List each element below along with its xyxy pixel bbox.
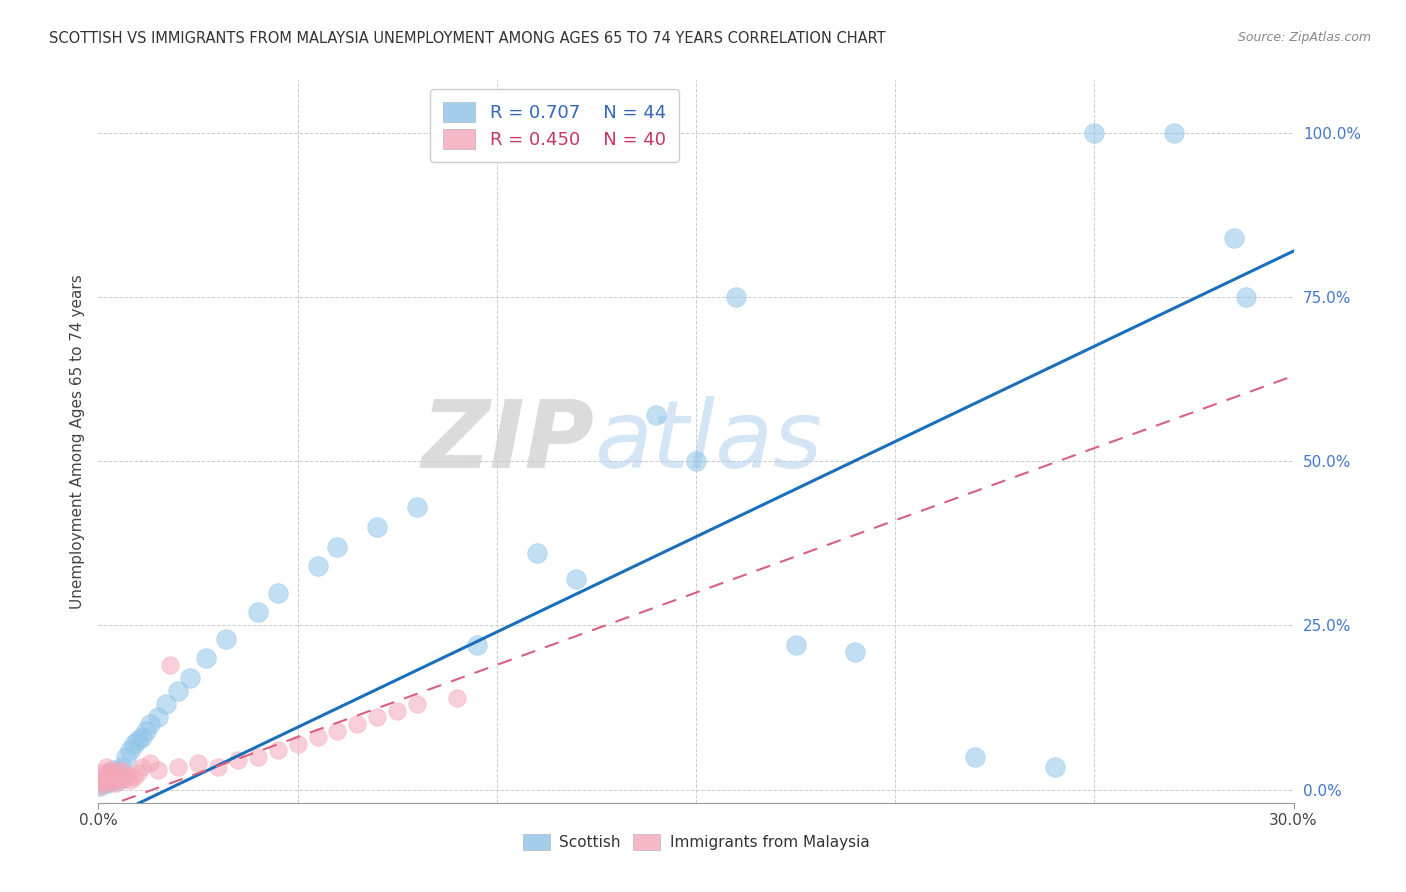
Point [111,760,134,774]
Point [93,770,115,784]
Legend: Scottish, Immigrants from Malaysia: Scottish, Immigrants from Malaysia [516,828,876,856]
Point [89,780,111,794]
Point [120,772,142,787]
Point [127,766,149,780]
Point [139,756,162,771]
Point [97,776,120,790]
Point [307,559,329,574]
Point [107,772,129,787]
Point [98,763,121,777]
Point [110,763,132,777]
Point [195,651,218,665]
Point [287,737,309,751]
Point [963,749,986,764]
Point [139,717,162,731]
Point [465,638,488,652]
Point [120,743,142,757]
Point [406,698,429,712]
Point [96,766,118,780]
Point [526,546,548,560]
Point [346,717,368,731]
Point [135,723,157,738]
Point [101,772,124,787]
Text: SCOTTISH VS IMMIGRANTS FROM MALAYSIA UNEMPLOYMENT AMONG AGES 65 TO 74 YEARS CORR: SCOTTISH VS IMMIGRANTS FROM MALAYSIA UNE… [49,31,886,46]
Point [246,605,269,619]
Point [98,770,122,784]
Point [97,776,120,790]
Point [685,454,707,468]
Point [96,770,118,784]
Point [115,770,138,784]
Point [115,749,138,764]
Point [226,753,249,767]
Point [112,766,135,780]
Point [107,770,129,784]
Point [406,500,429,515]
Point [246,749,269,764]
Point [91,776,114,790]
Point [167,760,190,774]
Point [267,743,290,757]
Text: ZIP: ZIP [422,395,595,488]
Point [215,632,238,646]
Y-axis label: Unemployment Among Ages 65 to 74 years: Unemployment Among Ages 65 to 74 years [69,274,84,609]
Point [105,776,128,790]
Point [207,760,229,774]
Text: Source: ZipAtlas.com: Source: ZipAtlas.com [1237,31,1371,45]
Point [91,766,114,780]
Point [1223,231,1246,245]
Point [103,766,125,780]
Point [101,772,124,787]
Point [111,772,134,787]
Point [98,766,122,780]
Point [785,638,807,652]
Point [267,585,290,599]
Point [307,730,329,744]
Point [89,780,111,794]
Point [1043,760,1066,774]
Point [446,690,468,705]
Text: atlas: atlas [595,396,823,487]
Point [724,290,747,304]
Point [167,684,190,698]
Point [366,520,388,534]
Point [148,763,170,777]
Point [1163,126,1185,140]
Point [645,409,668,423]
Point [93,772,115,787]
Point [159,657,181,672]
Point [565,573,588,587]
Point [103,763,125,777]
Point [127,733,149,747]
Point [155,698,177,712]
Point [124,770,146,784]
Point [326,723,349,738]
Point [105,770,128,784]
Point [326,540,349,554]
Point [179,671,201,685]
Point [844,645,866,659]
Point [131,760,153,774]
Point [96,772,118,787]
Point [1234,290,1257,304]
Point [124,737,146,751]
Point [90,772,112,787]
Point [385,704,409,718]
Point [148,710,170,724]
Point [187,756,209,771]
Point [131,730,153,744]
Point [94,760,117,774]
Point [366,710,388,724]
Point [91,776,114,790]
Point [1083,126,1105,140]
